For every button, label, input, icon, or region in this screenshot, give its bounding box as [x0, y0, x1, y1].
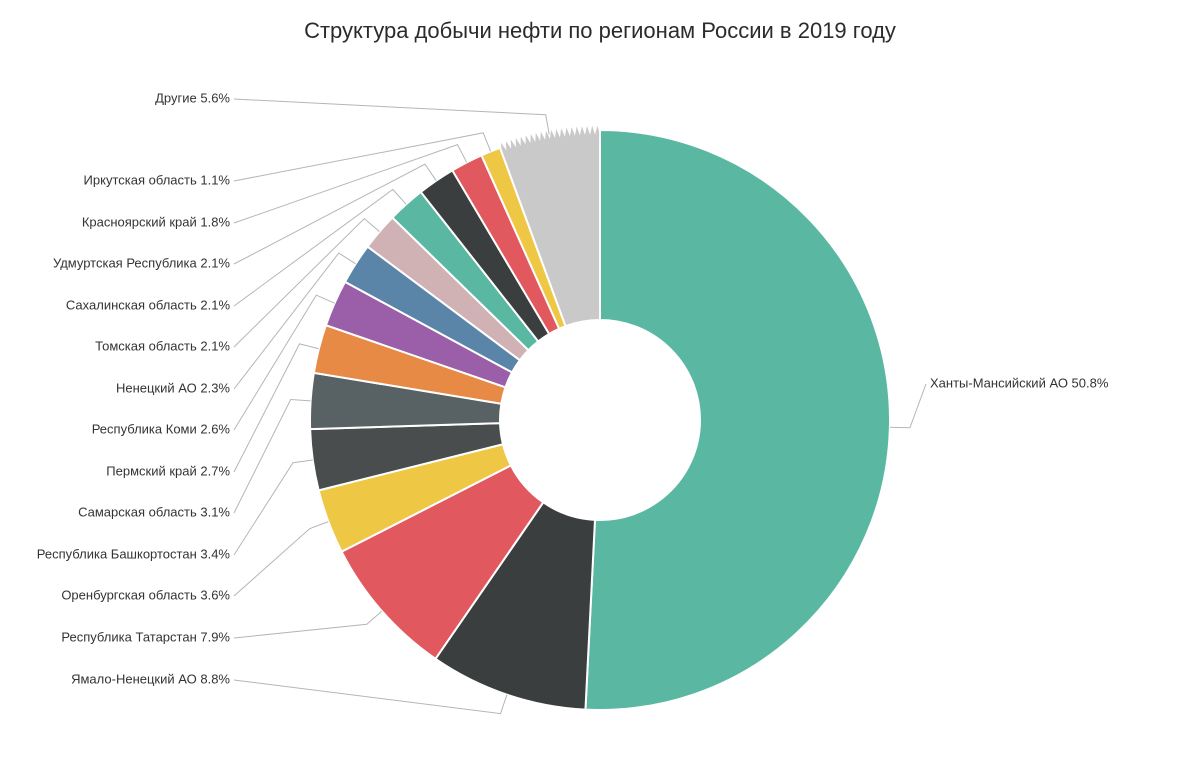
slice-label: Ханты-Мансийский АО 50.8%	[930, 375, 1109, 390]
slice-label: Самарская область 3.1%	[78, 504, 230, 519]
slice-Ханты-Мансийский-АО	[585, 130, 890, 710]
leader-line	[234, 344, 319, 472]
slice-label: Красноярский край 1.8%	[82, 214, 231, 229]
slice-label: Иркутская область 1.1%	[84, 172, 231, 187]
slice-label: Томская область 2.1%	[95, 338, 230, 353]
leader-line	[234, 99, 549, 134]
leader-line	[234, 460, 313, 555]
donut-chart: Ханты-Мансийский АО 50.8% Ямало-Ненецкий …	[0, 0, 1200, 783]
leader-line	[234, 400, 311, 513]
leader-line	[234, 680, 507, 714]
slice-label: Республика Коми 2.6%	[92, 421, 231, 436]
slice-label: Ямало-Ненецкий АО 8.8%	[71, 671, 230, 686]
slice-label: Сахалинская область 2.1%	[66, 297, 231, 312]
slice-label: Оренбургская область 3.6%	[61, 587, 230, 602]
leader-line	[890, 384, 926, 428]
slice-label: Республика Башкортостан 3.4%	[37, 546, 231, 561]
leader-line	[234, 611, 382, 638]
slice-label: Республика Татарстан 7.9%	[61, 629, 230, 644]
slice-label: Ненецкий АО 2.3%	[116, 380, 230, 395]
slice-label: Удмуртская Республика 2.1%	[53, 255, 230, 270]
slice-label: Другие 5.6%	[155, 90, 230, 105]
slice-label: Пермский край 2.7%	[106, 463, 230, 478]
